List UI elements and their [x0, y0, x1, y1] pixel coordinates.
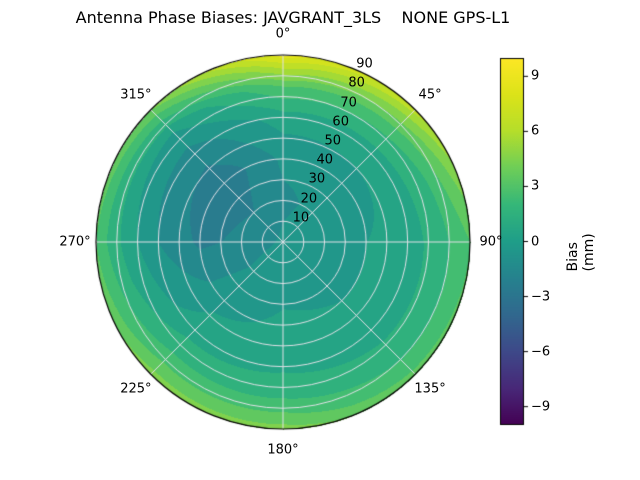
- colorbar-axis-label: Bias (mm): [565, 233, 597, 272]
- chart-title: Antenna Phase Biases: JAVGRANT_3LS NONE …: [75, 8, 511, 27]
